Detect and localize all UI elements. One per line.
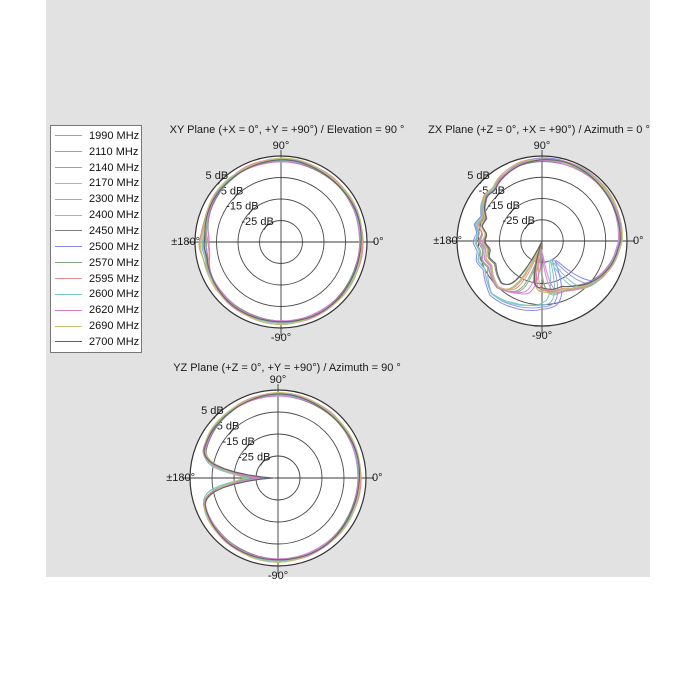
db-tick-mark xyxy=(479,177,485,185)
legend-item: 2500 MHz xyxy=(51,240,141,254)
legend-swatch-line xyxy=(55,278,82,280)
db-tick-mark xyxy=(228,428,234,435)
legend-item: 2600 MHz xyxy=(51,287,141,301)
legend-item-label: 2400 MHz xyxy=(89,209,140,222)
legend-item: 2170 MHz xyxy=(51,176,141,190)
legend-swatch-line xyxy=(55,262,82,264)
legend-item: 2300 MHz xyxy=(51,192,141,206)
radiation-curve-2600-MHz xyxy=(474,159,621,307)
db-tick-mark xyxy=(524,222,530,230)
yz-angle-label-180: ±180° xyxy=(166,472,195,484)
legend-item-label: 2450 MHz xyxy=(89,224,140,237)
legend-swatch-line xyxy=(55,309,82,311)
zx-angle-label-0: 0° xyxy=(633,235,644,247)
xy-angle-label-180: ±180° xyxy=(171,236,200,248)
db-tick-label: -25 dB xyxy=(241,216,273,228)
legend-swatch-line xyxy=(55,246,82,248)
legend-item-label: 2700 MHz xyxy=(89,335,140,348)
db-tick-label: -15 dB xyxy=(226,201,258,213)
legend-swatch-line xyxy=(55,198,82,200)
db-tick-mark xyxy=(263,223,269,231)
db-tick-label: 5 dB xyxy=(201,405,224,417)
legend-swatch-line xyxy=(55,182,82,184)
legend-swatch-line xyxy=(55,167,82,169)
legend-item-label: 2170 MHz xyxy=(89,177,140,190)
legend-swatch-line xyxy=(55,341,82,343)
db-tick-mark xyxy=(260,459,265,466)
db-tick-mark xyxy=(248,208,254,215)
legend-item: 2450 MHz xyxy=(51,224,141,238)
radiation-curve-2595-MHz xyxy=(204,159,364,324)
frequency-legend: 1990 MHz 2110 MHz 2140 MHz 2170 MHz 2300 MHz… xyxy=(50,125,142,353)
db-tick-mark xyxy=(232,193,238,200)
legend-swatch-line xyxy=(55,325,82,327)
yz-angle-label-minus90: -90° xyxy=(267,570,289,582)
zx-angle-label-180: ±180° xyxy=(433,235,462,247)
legend-item-label: 2500 MHz xyxy=(89,240,140,253)
radiation-curve-2700-MHz xyxy=(203,159,362,323)
chart-title-xy-plane: XY Plane (+X = 0°, +Y = +90°) / Elevatio… xyxy=(169,124,405,136)
legend-item-label: 2570 MHz xyxy=(89,256,140,269)
db-tick-mark xyxy=(244,443,250,451)
db-tick-label: -25 dB xyxy=(238,451,270,463)
radiation-curve-2700-MHz xyxy=(203,393,360,561)
legend-swatch-line xyxy=(55,293,82,295)
legend-item-label: 2620 MHz xyxy=(89,304,140,317)
radiation-curve-2700-MHz xyxy=(481,159,621,290)
legend-item-label: 2140 MHz xyxy=(89,161,140,174)
yz-angle-label-90: 90° xyxy=(269,374,287,386)
legend-item: 2595 MHz xyxy=(51,272,141,286)
polar-chart-0: 5 dB -5 dB -15 dB -25 dB xyxy=(187,150,375,336)
yz-angle-label-0: 0° xyxy=(372,472,383,484)
radiation-curve-2620-MHz xyxy=(481,159,621,295)
db-tick-label: 5 dB xyxy=(467,170,490,182)
legend-item-label: 1990 MHz xyxy=(89,129,140,142)
legend-swatch-line xyxy=(55,151,82,153)
legend-item: 2140 MHz xyxy=(51,161,141,175)
db-tick-label: -5 dB xyxy=(217,185,243,197)
db-tick-label: -25 dB xyxy=(503,215,535,227)
db-tick-mark xyxy=(213,412,219,420)
xy-angle-label-minus90: -90° xyxy=(270,332,292,344)
xy-angle-label-0: 0° xyxy=(373,236,384,248)
legend-item: 1990 MHz xyxy=(51,129,141,143)
db-tick-mark xyxy=(509,207,515,215)
legend-swatch-line xyxy=(55,214,82,216)
legend-item: 2690 MHz xyxy=(51,319,141,333)
legend-item: 2570 MHz xyxy=(51,256,141,270)
polar-chart-2: 5 dB-5 dB-15 dB-25 dB xyxy=(182,384,374,574)
legend-item-label: 2110 MHz xyxy=(89,145,139,158)
legend-item: 2620 MHz xyxy=(51,303,141,317)
legend-item: 2400 MHz xyxy=(51,208,141,222)
db-tick-label: -15 dB xyxy=(222,436,254,448)
legend-item-label: 2300 MHz xyxy=(89,193,140,206)
polar-chart-1: 5 dB-5 dB-15 dB-25 dB xyxy=(449,150,635,334)
legend-item-label: 2600 MHz xyxy=(89,288,140,301)
chart-title-yz-plane: YZ Plane (+Z = 0°, +Y = +90°) / Azimuth … xyxy=(173,362,401,374)
zx-angle-label-minus90: -90° xyxy=(531,330,553,342)
xy-angle-label-90: 90° xyxy=(272,140,290,152)
legend-swatch-line xyxy=(55,135,82,137)
zx-angle-label-90: 90° xyxy=(533,140,551,152)
db-tick-label: -15 dB xyxy=(488,200,520,212)
db-tick-label: 5 dB xyxy=(206,170,229,182)
db-tick-mark xyxy=(494,192,500,200)
legend-swatch-line xyxy=(55,230,82,232)
legend-item-label: 2595 MHz xyxy=(89,272,140,285)
legend-item-label: 2690 MHz xyxy=(89,320,140,333)
chart-title-zx-plane: ZX Plane (+Z = 0°, +X = +90°) / Azimuth … xyxy=(428,124,650,136)
db-tick-mark xyxy=(217,177,223,185)
legend-item: 2700 MHz xyxy=(51,335,141,349)
legend-item: 2110 MHz xyxy=(51,145,141,159)
